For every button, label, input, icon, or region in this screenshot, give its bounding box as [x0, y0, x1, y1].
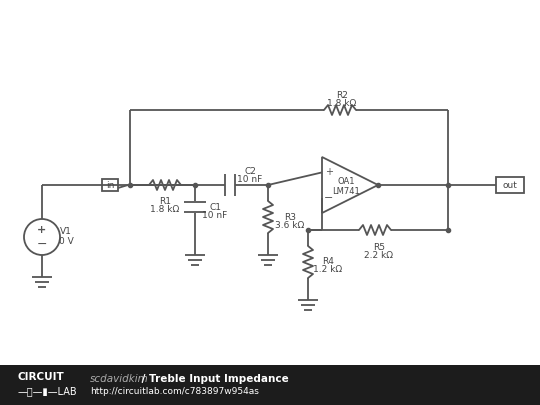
Text: R4: R4: [322, 258, 334, 266]
Text: 3.6 kΩ: 3.6 kΩ: [275, 220, 305, 230]
Text: −: −: [37, 237, 48, 251]
Text: R5: R5: [373, 243, 385, 252]
Text: LM741: LM741: [332, 186, 360, 196]
Text: scdavidkim: scdavidkim: [90, 374, 148, 384]
Text: —⧹—▮—LAB: —⧹—▮—LAB: [18, 386, 78, 396]
Text: CIRCUIT: CIRCUIT: [18, 372, 65, 382]
Text: 2.2 kΩ: 2.2 kΩ: [364, 252, 394, 260]
Text: C2: C2: [244, 166, 256, 175]
Text: 1.8 kΩ: 1.8 kΩ: [327, 100, 356, 109]
Text: +: +: [37, 225, 46, 235]
Text: 1.8 kΩ: 1.8 kΩ: [150, 205, 180, 213]
Text: / Treble Input Impedance: / Treble Input Impedance: [138, 374, 289, 384]
Text: http://circuitlab.com/c783897w954as: http://circuitlab.com/c783897w954as: [90, 388, 259, 396]
Text: −: −: [325, 193, 334, 202]
Text: R3: R3: [284, 213, 296, 222]
Text: OA1: OA1: [338, 177, 355, 186]
Text: C1: C1: [209, 202, 221, 211]
Text: 1.2 kΩ: 1.2 kΩ: [313, 266, 342, 275]
FancyBboxPatch shape: [102, 179, 118, 191]
FancyBboxPatch shape: [496, 177, 524, 193]
Text: R2: R2: [336, 92, 348, 100]
Text: in: in: [106, 181, 114, 190]
Text: 0 V: 0 V: [59, 237, 73, 245]
Text: 10 nF: 10 nF: [202, 211, 228, 220]
Text: R1: R1: [159, 196, 171, 205]
Text: V1: V1: [60, 228, 72, 237]
Text: out: out: [503, 181, 517, 190]
Text: 10 nF: 10 nF: [238, 175, 262, 183]
Text: +: +: [325, 167, 333, 177]
Bar: [0, 365, 540, 405]
